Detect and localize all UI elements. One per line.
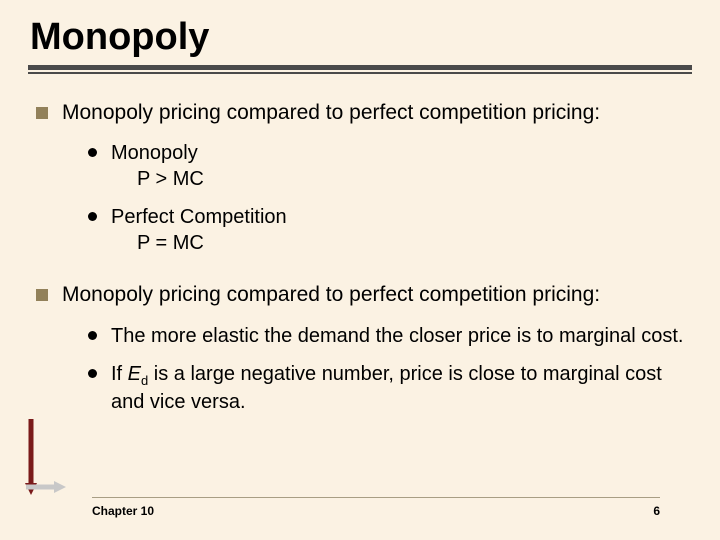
- footer-chapter: Chapter 10: [92, 504, 154, 518]
- corner-arrow-decoration: [22, 419, 66, 500]
- item1-label: Monopoly: [111, 142, 198, 164]
- dot-bullet-icon: [88, 212, 97, 221]
- bullet-level1: Monopoly pricing compared to perfect com…: [36, 100, 692, 126]
- bullet-level1: Monopoly pricing compared to perfect com…: [36, 282, 692, 308]
- dot-bullet-icon: [88, 331, 97, 340]
- dot-bullet-icon: [88, 369, 97, 378]
- item2-prefix: If: [111, 363, 128, 385]
- item1-formula: P > MC: [137, 166, 204, 192]
- bullet-level2: Monopoly P > MC: [88, 140, 692, 192]
- sub-item-text: Monopoly P > MC: [111, 140, 204, 192]
- bullet-level2: Perfect Competition P = MC: [88, 204, 692, 256]
- item2-suffix: is a large negative number, price is clo…: [111, 363, 662, 414]
- arrow-icon: [22, 419, 66, 495]
- footer-divider: [92, 497, 660, 498]
- item2-label: Perfect Competition: [111, 206, 287, 228]
- slide-title: Monopoly: [30, 16, 692, 59]
- square-bullet-icon: [36, 107, 48, 119]
- sub-bullet-group: Monopoly P > MC Perfect Competition P = …: [88, 140, 692, 256]
- bullet-level2: If Ed is a large negative number, price …: [88, 361, 692, 416]
- section2-heading: Monopoly pricing compared to perfect com…: [62, 282, 600, 308]
- dot-bullet-icon: [88, 148, 97, 157]
- ed-variable-e: E: [128, 363, 141, 385]
- bullet-level2: The more elastic the demand the closer p…: [88, 323, 692, 349]
- title-underline: [28, 65, 692, 74]
- sub-item-text: Perfect Competition P = MC: [111, 204, 287, 256]
- item2-formula: P = MC: [137, 230, 287, 256]
- section2-item2: If Ed is a large negative number, price …: [111, 361, 692, 416]
- footer-page-number: 6: [653, 504, 660, 518]
- sub-bullet-group: The more elastic the demand the closer p…: [88, 323, 692, 416]
- content-area: Monopoly pricing compared to perfect com…: [36, 100, 692, 415]
- square-bullet-icon: [36, 289, 48, 301]
- slide-footer: Chapter 10 6: [0, 497, 720, 518]
- section1-heading: Monopoly pricing compared to perfect com…: [62, 100, 600, 126]
- section2-item1: The more elastic the demand the closer p…: [111, 323, 683, 349]
- slide-container: Monopoly Monopoly pricing compared to pe…: [0, 0, 720, 540]
